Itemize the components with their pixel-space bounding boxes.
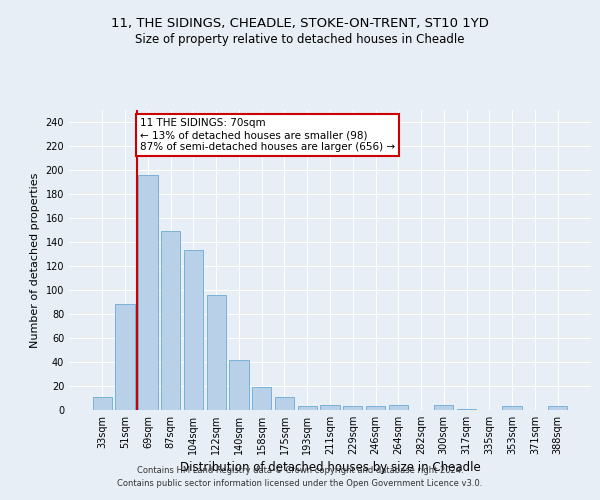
Bar xyxy=(93,397,112,410)
Y-axis label: Number of detached properties: Number of detached properties xyxy=(30,172,40,348)
Bar xyxy=(548,406,567,410)
Bar xyxy=(184,250,203,410)
Bar xyxy=(366,406,385,410)
Bar xyxy=(457,409,476,410)
Bar xyxy=(161,231,181,410)
Bar xyxy=(502,406,522,410)
Bar xyxy=(434,405,454,410)
Bar xyxy=(275,397,294,410)
Bar xyxy=(320,405,340,410)
Text: Contains HM Land Registry data © Crown copyright and database right 2024.
Contai: Contains HM Land Registry data © Crown c… xyxy=(118,466,482,487)
Text: 11 THE SIDINGS: 70sqm
← 13% of detached houses are smaller (98)
87% of semi-deta: 11 THE SIDINGS: 70sqm ← 13% of detached … xyxy=(140,118,395,152)
Bar xyxy=(229,360,248,410)
Bar xyxy=(389,405,408,410)
Bar xyxy=(206,295,226,410)
Bar xyxy=(115,304,135,410)
X-axis label: Distribution of detached houses by size in Cheadle: Distribution of detached houses by size … xyxy=(179,461,481,474)
Bar xyxy=(343,406,362,410)
Bar xyxy=(252,387,271,410)
Text: Size of property relative to detached houses in Cheadle: Size of property relative to detached ho… xyxy=(135,32,465,46)
Bar xyxy=(298,406,317,410)
Bar xyxy=(138,175,158,410)
Text: 11, THE SIDINGS, CHEADLE, STOKE-ON-TRENT, ST10 1YD: 11, THE SIDINGS, CHEADLE, STOKE-ON-TRENT… xyxy=(111,18,489,30)
